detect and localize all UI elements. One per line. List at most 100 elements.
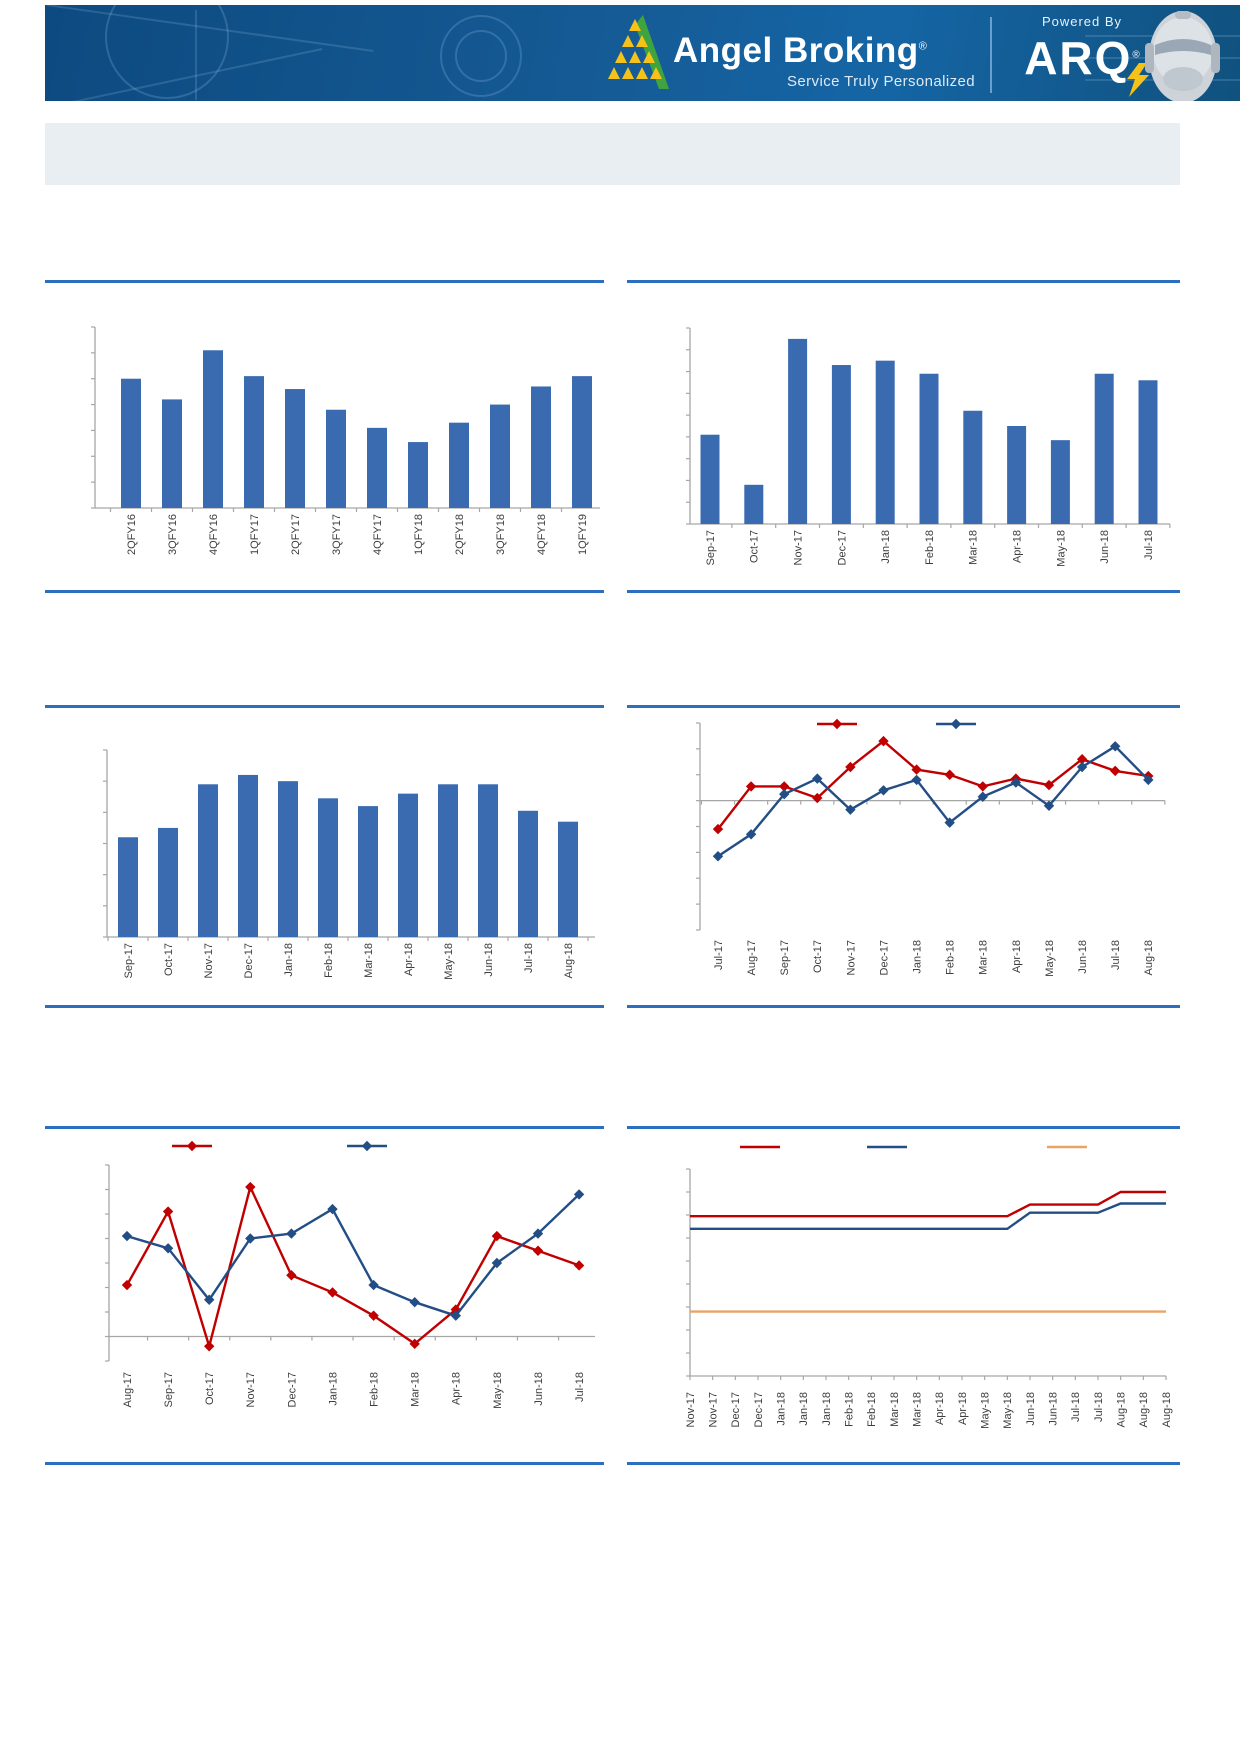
x-axis-label: Oct-17 [163,943,175,976]
bar [558,821,578,937]
x-axis-label: 1QFY17 [249,514,261,555]
x-axis-label: Apr-18 [934,1392,946,1425]
bar [408,442,428,508]
data-point [491,1230,503,1242]
x-axis-label: Nov-17 [708,1392,720,1427]
data-point [162,1206,174,1217]
x-axis-label: 3QFY18 [495,514,507,555]
bar [1007,426,1027,524]
x-axis-label: Aug-18 [563,943,575,978]
x-axis-label: Jun-18 [1025,1392,1037,1426]
x-axis-label: Jan-18 [911,940,923,974]
bar [572,376,592,508]
x-axis-label: Oct-17 [812,940,824,973]
x-axis-label: Jan-18 [776,1392,788,1426]
report-title-box [45,123,1180,185]
x-axis-label: Dec-17 [730,1392,742,1427]
bar [358,806,378,937]
bar [198,784,218,937]
bar [118,837,138,937]
x-axis-label: Sep-17 [779,940,791,975]
data-point [779,788,790,800]
x-axis-label: 1QFY18 [413,514,425,555]
x-axis-label: Apr-18 [1011,530,1023,563]
bar [158,827,178,937]
data-point [491,1257,503,1269]
x-axis-label: Feb-18 [924,530,936,565]
x-axis-label: Aug-18 [1143,940,1155,975]
section-divider [45,280,604,283]
circuit-pattern [195,10,197,100]
x-axis-label: Mar-18 [889,1392,901,1427]
x-axis-label: Aug-18 [1116,1392,1128,1427]
x-axis-label: Feb-18 [368,1372,380,1407]
x-axis-label: 4QFY17 [372,514,384,555]
x-axis-label: 2QFY18 [454,514,466,555]
data-point [245,1233,256,1244]
bar [326,409,346,508]
x-axis-label: Jun-18 [533,1372,545,1406]
x-axis-label: Feb-18 [323,943,335,978]
data-point [121,1230,133,1242]
x-axis-label: Feb-18 [866,1392,878,1427]
x-axis-label: Jun-18 [1048,1392,1060,1426]
bar [318,798,338,937]
x-axis-label: Mar-18 [968,530,980,565]
x-axis-label: 2QFY16 [126,514,138,555]
x-axis-label: Oct-17 [204,1372,216,1405]
two-series-line-chart-middle-right: Jul-17 Aug-17 Sep-17 Oct-17 Nov-17 Dec-17 Jan-… [696,718,1166,977]
bar [438,784,458,937]
bar [1050,440,1070,524]
legend-marker [186,1140,198,1152]
x-axis-label: Jan-18 [798,1392,810,1426]
data-point [121,1279,133,1291]
arq-logo: ARQ® [1024,32,1142,84]
data-point [944,769,955,780]
data-point [286,1270,297,1281]
section-divider [45,590,604,593]
bar [518,810,538,937]
bar [121,378,141,508]
data-point [327,1203,338,1215]
x-axis-label: Jul-18 [1143,530,1155,560]
section-divider [627,1462,1180,1465]
x-axis-label: May-18 [980,1392,992,1429]
registered-mark: ® [1132,49,1142,61]
x-axis-label: 4QFY16 [208,514,220,555]
legend-marker [950,718,962,730]
three-series-step-line-chart-bottom-right: Nov-17 Nov-17 Dec-17 Dec-17 Jan-18 Jan-18 Jan-… [685,1145,1173,1429]
data-point [368,1279,379,1291]
bar [788,338,808,524]
x-axis-label: Jan-18 [283,943,295,977]
x-axis-label: Feb-18 [945,940,957,975]
series-line [690,1190,1166,1218]
x-axis-label: Jan-18 [880,530,892,564]
x-axis-label: May-18 [1044,940,1056,977]
x-axis-label: Dec-17 [836,530,848,565]
x-axis-label: Nov-17 [203,943,215,978]
section-divider [45,1462,604,1465]
section-divider [45,1126,604,1129]
x-axis-label: Sep-17 [705,530,717,565]
x-axis-label: May-18 [492,1372,504,1409]
data-point [532,1228,544,1239]
x-axis-label: Sep-17 [123,943,135,978]
x-axis-label: Nov-17 [792,530,804,565]
data-point [878,785,889,796]
two-series-line-chart-bottom-left: Aug-17 Sep-17 Oct-17 Nov-17 Dec-17 Jan-18 Feb-… [105,1140,595,1409]
monthly-bar-chart-top-right: Sep-17 Oct-17 Nov-17 Dec-17 Jan-18 Feb-18 Mar-… [686,327,1171,567]
quarterly-bar-chart: 2QFY16 3QFY16 4QFY16 1QFY17 2QFY17 3QFY17 4QFY… [91,326,600,555]
x-axis-label: Oct-17 [749,530,761,563]
data-point [1143,774,1154,786]
bar [700,434,720,524]
x-axis-label: 3QFY16 [167,514,179,555]
section-divider [627,705,1180,708]
x-axis-label: Jul-18 [1093,1392,1105,1422]
header-divider [990,17,992,93]
series-line [717,744,1150,858]
lightning-bolt-icon [1127,63,1149,97]
x-axis-label: Jul-18 [1070,1392,1082,1422]
bar [449,422,469,508]
x-axis-label: 1QFY19 [577,514,589,555]
